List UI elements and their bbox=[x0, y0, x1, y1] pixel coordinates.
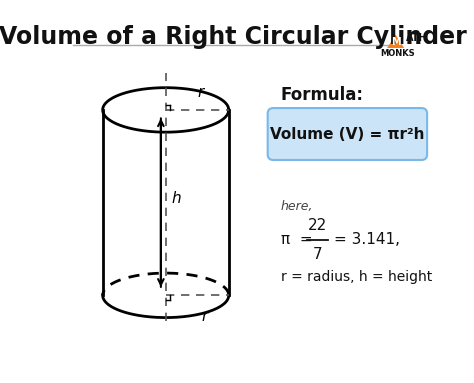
Text: r: r bbox=[198, 85, 204, 100]
Text: Formula:: Formula: bbox=[281, 86, 364, 104]
Text: r: r bbox=[201, 309, 208, 324]
Text: M: M bbox=[391, 37, 401, 47]
Text: ATH: ATH bbox=[406, 33, 428, 43]
Text: MONKS: MONKS bbox=[380, 49, 415, 58]
Text: π  =: π = bbox=[281, 232, 312, 247]
FancyBboxPatch shape bbox=[268, 108, 427, 160]
Text: 22: 22 bbox=[308, 218, 328, 233]
Text: = 3.141,: = 3.141, bbox=[335, 232, 401, 247]
Text: Volume (V) = πr²h: Volume (V) = πr²h bbox=[270, 126, 425, 142]
Text: r = radius, h = height: r = radius, h = height bbox=[281, 270, 432, 284]
Text: 7: 7 bbox=[313, 247, 322, 262]
Text: Volume of a Right Circular Cylinder: Volume of a Right Circular Cylinder bbox=[0, 25, 466, 49]
Text: h: h bbox=[172, 192, 181, 206]
Text: here,: here, bbox=[281, 200, 313, 213]
Polygon shape bbox=[387, 34, 404, 48]
